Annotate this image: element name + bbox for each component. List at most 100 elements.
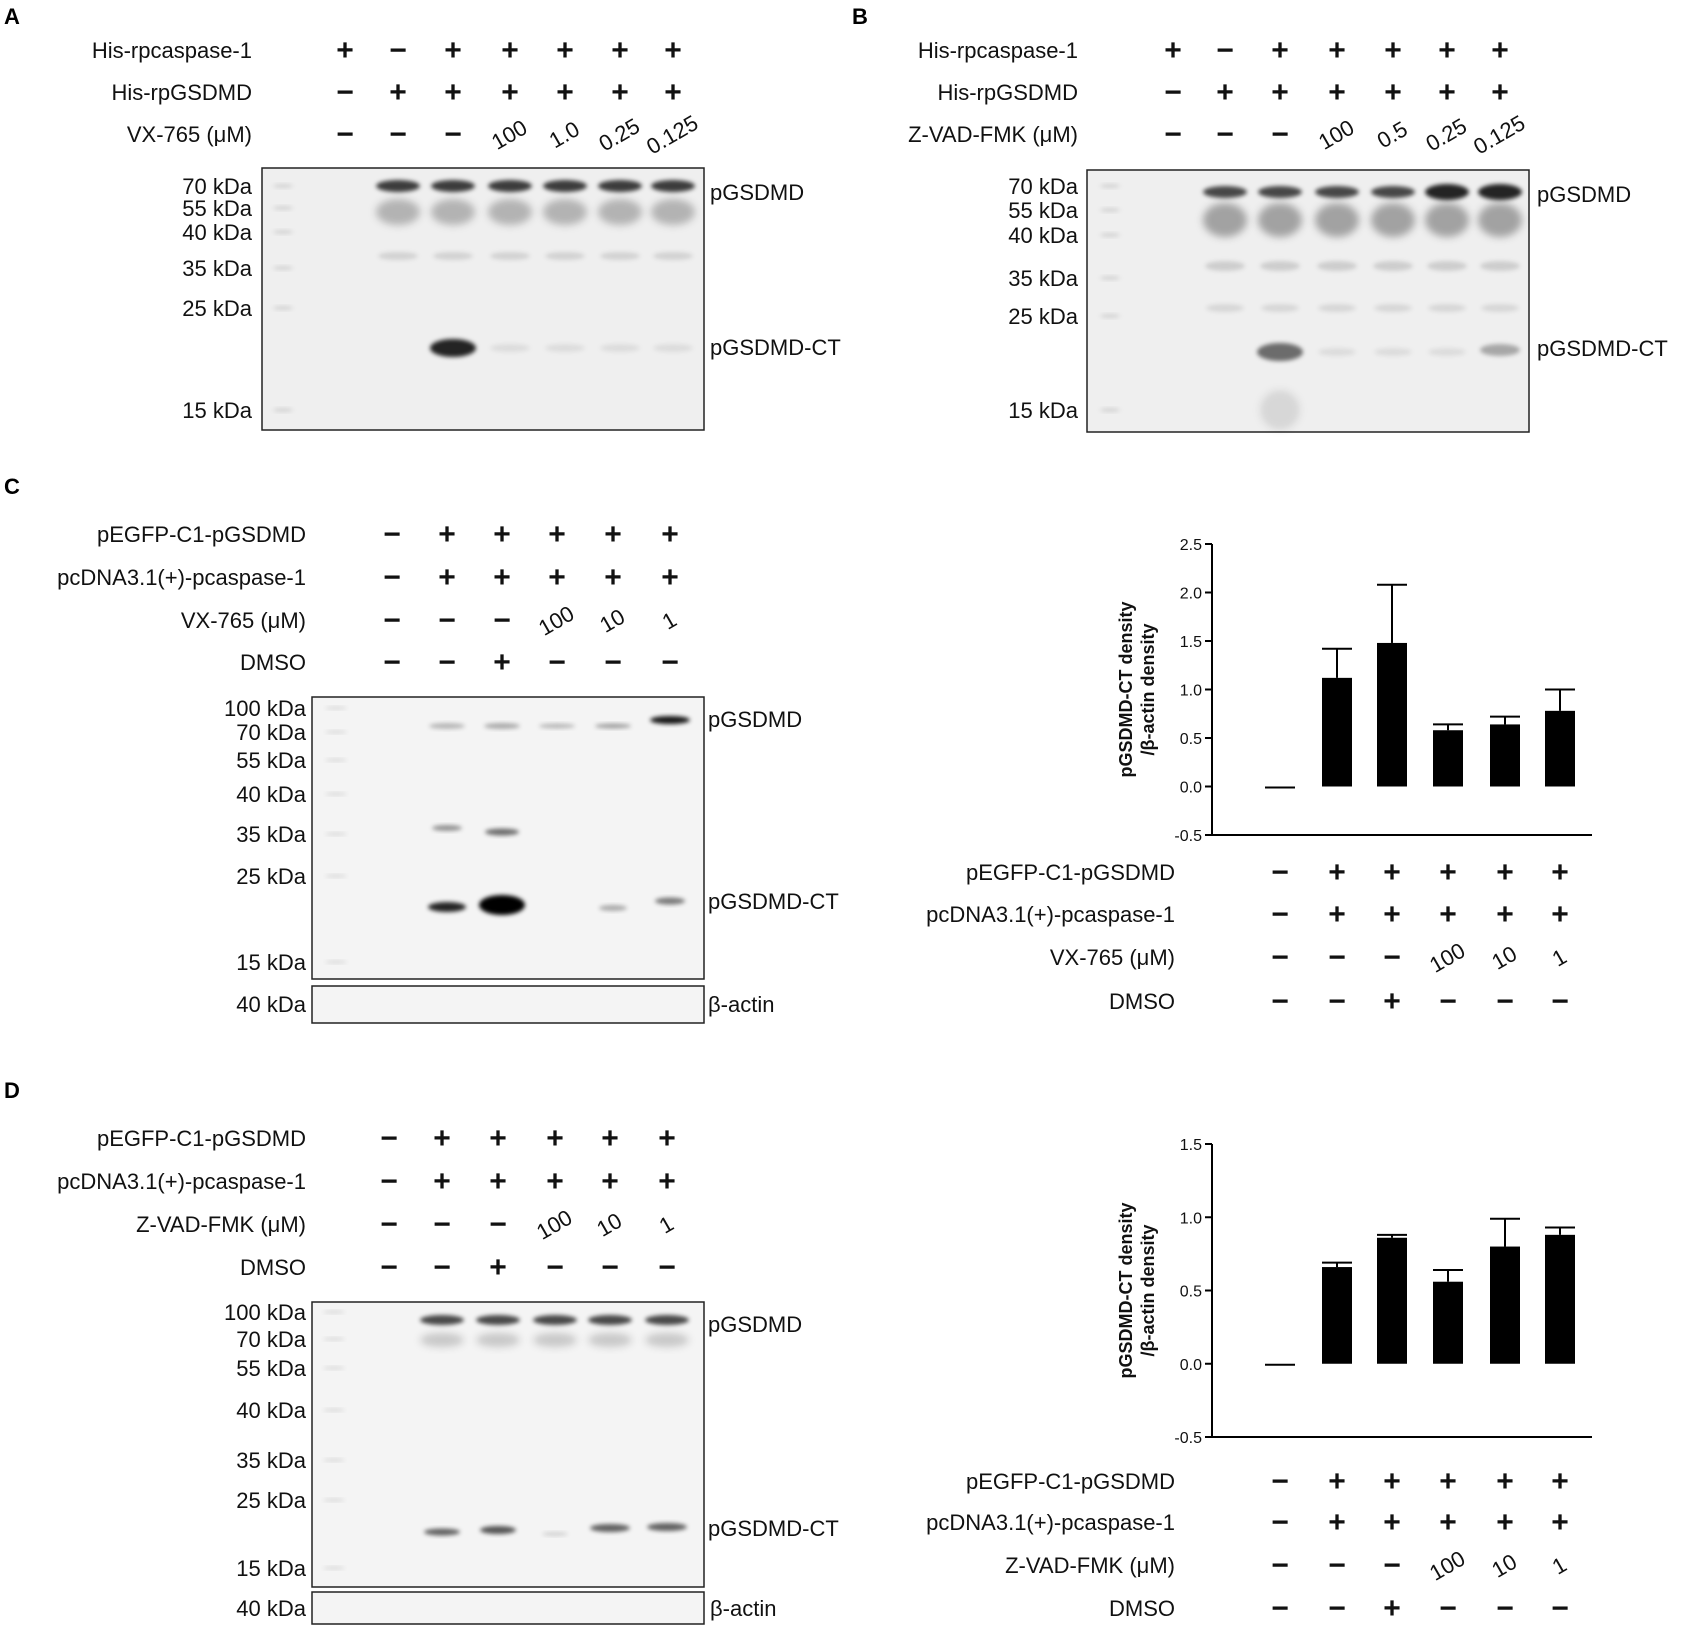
panel-letter-a: A xyxy=(4,4,20,29)
panel-d-cond-symbol: − xyxy=(601,1251,619,1284)
panel-a-cond-symbol: + xyxy=(611,76,629,109)
blot-band xyxy=(1258,203,1302,237)
blot-band xyxy=(376,180,420,192)
panel-b-bands xyxy=(1100,184,1522,430)
chart-d-cond-symbol: − xyxy=(1439,1592,1457,1625)
chart-d-cond-symbol: − xyxy=(1271,1465,1289,1498)
chart-c-cond-symbol: + xyxy=(1439,856,1457,889)
y-tick-label: 1.0 xyxy=(1180,1210,1202,1227)
panel-c-cond-symbol: + xyxy=(548,518,566,551)
chart-c-concentration: 1 xyxy=(1548,944,1571,972)
ladder-band xyxy=(325,758,347,762)
panel-c-marker: 35 kDa xyxy=(236,822,306,847)
panel-c-row-label: DMSO xyxy=(240,650,306,675)
blot-band xyxy=(545,252,585,260)
blot-band xyxy=(651,199,695,225)
ladder-band xyxy=(273,408,293,412)
panel-c-cond-symbol: + xyxy=(438,561,456,594)
bar xyxy=(1265,1363,1295,1366)
blot-band xyxy=(543,199,587,225)
chart-c-cond-symbol: + xyxy=(1383,856,1401,889)
panel-a-marker: 40 kDa xyxy=(182,220,252,245)
chart-d-cond-symbol: + xyxy=(1496,1506,1514,1539)
blot-band xyxy=(476,1333,520,1347)
blot-band xyxy=(653,252,693,260)
chart-d-cond-symbol: + xyxy=(1439,1506,1457,1539)
chart-d-cond-symbol: − xyxy=(1271,1592,1289,1625)
panel-a-bands xyxy=(273,180,695,412)
panel-d-marker: 55 kDa xyxy=(236,1356,306,1381)
blot-band xyxy=(376,199,420,225)
blot-band xyxy=(429,723,465,729)
blot-band xyxy=(1205,261,1245,271)
panel-b-cond-symbol: + xyxy=(1384,34,1402,67)
panel-a-concentration: 0.125 xyxy=(642,110,702,159)
blot-band xyxy=(1318,304,1356,312)
panel-a-row-label: VX-765 (μM) xyxy=(127,122,252,147)
panel-d-marker: 25 kDa xyxy=(236,1488,306,1513)
panel-d-row-label: Z-VAD-FMK (μM) xyxy=(136,1212,306,1237)
bar xyxy=(1377,1237,1407,1364)
panel-a-concentration: 1.0 xyxy=(545,116,584,153)
panel-a-cond-symbol: + xyxy=(664,34,682,67)
panel-c-marker: 15 kDa xyxy=(236,950,306,975)
panel-c-row-label: pEGFP-C1-pGSDMD xyxy=(97,522,306,547)
panel-a-cond-symbol: + xyxy=(444,76,462,109)
panel-d-concentration: 1 xyxy=(655,1211,678,1239)
panel-b-cond-symbol: + xyxy=(1491,76,1509,109)
chart-d-cond-symbol: + xyxy=(1383,1465,1401,1498)
chart-d-cond-symbol: + xyxy=(1551,1465,1569,1498)
chart-c-cond-symbol: + xyxy=(1496,856,1514,889)
ladder-band xyxy=(325,832,347,836)
panel-b-cond-symbol: − xyxy=(1216,34,1234,67)
blot-band xyxy=(1374,304,1412,312)
panel-d-row-label: pEGFP-C1-pGSDMD xyxy=(97,1126,306,1151)
panel-c-cond-symbol: − xyxy=(548,646,566,679)
panel-d-row-label: DMSO xyxy=(240,1255,306,1280)
ladder-band xyxy=(1100,408,1120,412)
blot-band xyxy=(1428,348,1466,356)
y-axis-label: /β-actin density xyxy=(1138,1224,1158,1356)
panel-a-cond-symbol: + xyxy=(389,76,407,109)
chart-d-cond-symbol: − xyxy=(1328,1549,1346,1582)
ladder-band xyxy=(325,960,347,964)
panel-c-actin-marker: 40 kDa xyxy=(236,992,306,1017)
y-tick-label: -0.5 xyxy=(1174,1430,1202,1447)
panel-a-concentration: 100 xyxy=(487,115,531,155)
panel-c-concentration: 1 xyxy=(658,607,681,635)
chart-c-concentration: 10 xyxy=(1487,941,1521,975)
ladder-band xyxy=(273,184,293,188)
blot-band xyxy=(1425,184,1469,200)
panel-b-marker: 25 kDa xyxy=(1008,304,1078,329)
blot-band xyxy=(1315,186,1359,198)
panel-c-band-label: pGSDMD xyxy=(708,707,802,732)
panel-c-cond-symbol: − xyxy=(438,646,456,679)
chart-c-row-label: VX-765 (μM) xyxy=(1050,945,1175,970)
chart-d-cond-symbol: − xyxy=(1383,1549,1401,1582)
panel-d-actin-label: β-actin xyxy=(710,1596,776,1621)
chart-d-cond-symbol: − xyxy=(1271,1549,1289,1582)
panel-b-band-label: pGSDMD xyxy=(1537,182,1631,207)
panel-c-band-label: pGSDMD-CT xyxy=(708,889,839,914)
panel-a-cond-symbol: + xyxy=(664,76,682,109)
y-tick-label: 1.0 xyxy=(1180,683,1202,700)
blot-band xyxy=(480,1526,516,1534)
blot-band xyxy=(1260,261,1300,271)
blot-band xyxy=(588,1315,632,1325)
panel-c-blot xyxy=(311,696,705,980)
chart-c-cond-symbol: + xyxy=(1551,898,1569,931)
panel-d-marker: 70 kDa xyxy=(236,1327,306,1352)
panel-c-cond-symbol: + xyxy=(604,518,622,551)
panel-b-marker: 70 kDa xyxy=(1008,174,1078,199)
blot-band xyxy=(1260,390,1300,430)
panel-c-cond-symbol: + xyxy=(493,646,511,679)
panel-c-concentration: 10 xyxy=(595,604,629,638)
blot-band xyxy=(645,1315,689,1325)
panel-c-cond-symbol: + xyxy=(661,518,679,551)
blot-band xyxy=(533,1315,577,1325)
blot-band xyxy=(542,1532,568,1536)
chart-c-cond-symbol: − xyxy=(1439,985,1457,1018)
panel-letter-b: B xyxy=(852,4,868,29)
blot-band xyxy=(1480,261,1520,271)
